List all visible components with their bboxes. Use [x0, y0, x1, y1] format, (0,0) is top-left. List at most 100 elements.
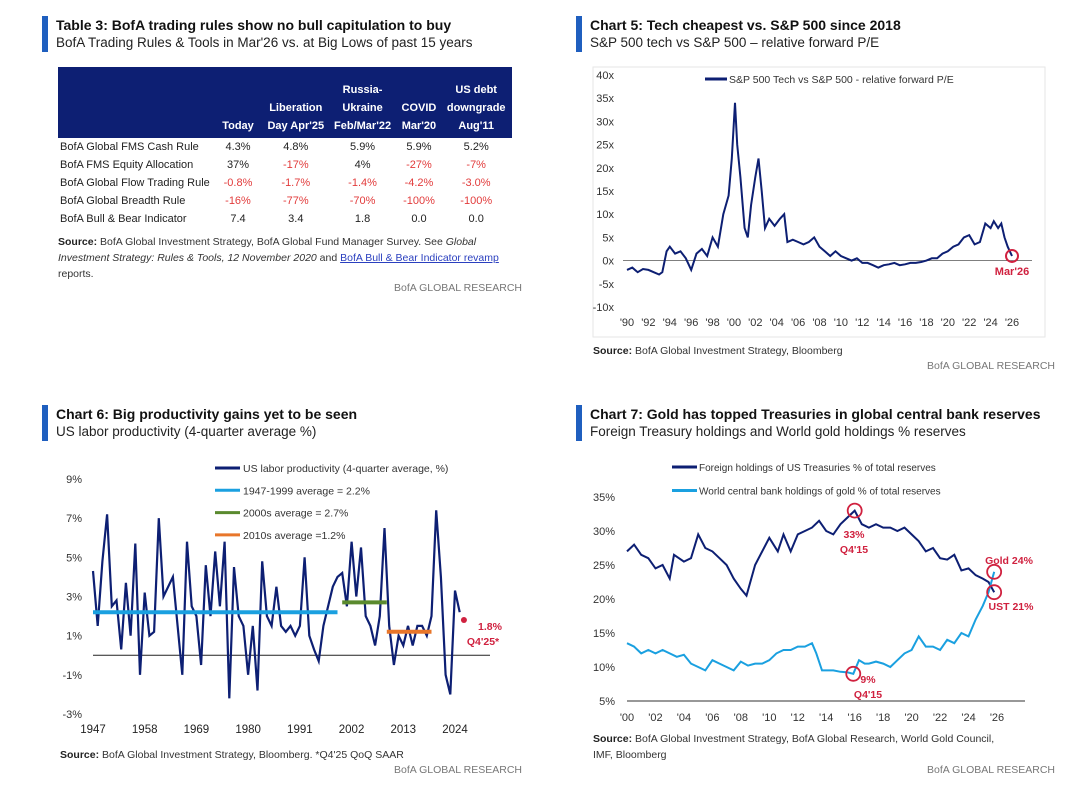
x-tick-label: '02	[748, 317, 762, 329]
x-tick-label: '26	[1005, 317, 1019, 329]
x-tick-label: '18	[876, 712, 890, 724]
x-tick-label: '10	[834, 317, 848, 329]
trading-rules-table: Today Liberation Day Apr'25 Russia-Ukraine…	[58, 67, 512, 228]
table-body: BofA Global FMS Cash Rule 4.3% 4.8% 5.9% 5.9…	[58, 138, 512, 228]
source-and: and	[316, 252, 341, 264]
x-tick-label: 1958	[132, 724, 158, 736]
x-tick-label: '04	[677, 712, 691, 724]
column-header: Today	[212, 67, 264, 138]
y-tick-label: -10x	[593, 302, 615, 314]
x-tick-label: 2024	[442, 724, 468, 736]
y-tick-label: 30%	[593, 526, 615, 538]
chart6-subtitle: US labor productivity (4-quarter average…	[56, 424, 317, 439]
table-cell: -3.0%	[461, 177, 491, 189]
x-tick-label: '00	[727, 317, 741, 329]
row-label: BofA Global Breadth Rule	[60, 195, 186, 207]
table-cell: -4.2%	[404, 177, 434, 189]
chart6-heading: Chart 6: Big productivity gains yet to b…	[42, 405, 357, 441]
x-tick-label: '24	[983, 317, 997, 329]
table-row: BofA Global FMS Cash Rule 4.3% 4.8% 5.9% 5.9…	[58, 138, 512, 156]
chart7-title: Chart 7: Gold has topped Treasuries in g…	[590, 406, 1041, 422]
y-tick-label: 1%	[66, 631, 82, 643]
x-tick-label: '04	[770, 317, 784, 329]
column-header: Liberation Day Apr'25	[264, 67, 328, 138]
y-tick-label: 20x	[596, 163, 614, 175]
x-tick-label: '14	[876, 317, 890, 329]
x-tick-label: '18	[919, 317, 933, 329]
highlight-circle	[986, 563, 1003, 580]
table-cell: -1.4%	[348, 177, 377, 189]
table-cell: 5.9%	[406, 141, 432, 153]
y-tick-label: -3%	[62, 709, 82, 721]
y-tick-label: 30x	[596, 116, 614, 128]
legend-label: World central bank holdings of gold % of…	[699, 487, 941, 498]
chart7-source: Source: BofA Global Investment Strategy,…	[593, 731, 1013, 763]
column-header: US debt downgrade Aug'11	[440, 67, 512, 138]
y-tick-label: 40x	[596, 70, 614, 82]
table-row: BofA FMS Equity Allocation 37% -17% 4% -27% -…	[58, 156, 512, 174]
table-cell: 7.4	[230, 213, 246, 225]
x-tick-label: '22	[933, 712, 947, 724]
x-tick-label: 1969	[184, 724, 210, 736]
chart6-title: Chart 6: Big productivity gains yet to b…	[56, 406, 358, 422]
table-cell: 5.9%	[350, 141, 376, 153]
x-tick-label: '02	[648, 712, 662, 724]
y-tick-label: 15x	[596, 186, 614, 198]
x-tick-label: '12	[855, 317, 869, 329]
y-tick-label: 15%	[593, 628, 615, 640]
x-tick-label: '24	[961, 712, 975, 724]
table-row: BofA Global Breadth Rule -16% -77% -70% -100…	[58, 192, 512, 210]
y-tick-label: 5x	[602, 232, 614, 244]
table-cell: 4.3%	[225, 141, 251, 153]
y-tick-label: -1%	[62, 670, 82, 682]
column-header: Russia-Ukraine Feb/Mar'22	[327, 67, 398, 138]
source-label: Source:	[593, 733, 633, 745]
source-label: Source:	[58, 236, 98, 248]
bull-bear-revamp-link[interactable]: BofA Bull & Bear Indicator revamp	[340, 252, 499, 264]
table-cell: 1.8	[354, 213, 371, 225]
source-end: reports.	[58, 268, 94, 280]
highlight-circle	[846, 502, 863, 519]
table3-heading: Table 3: BofA trading rules show no bull…	[42, 16, 473, 52]
x-tick-label: '22	[962, 317, 976, 329]
x-tick-label: '92	[641, 317, 655, 329]
table-cell: -100%	[403, 195, 435, 207]
table-row: BofA Bull & Bear Indicator 7.4 3.4 1.8 0.0 0.…	[58, 210, 512, 228]
table-cell: 4.8%	[283, 141, 309, 153]
y-tick-label: 9%	[66, 474, 82, 486]
chart5-heading: Chart 5: Tech cheapest vs. S&P 500 since…	[576, 16, 901, 52]
table-cell: -0.8%	[223, 177, 253, 189]
table3-source: Source: BofA Global Investment Strategy,…	[58, 234, 513, 282]
x-tick-label: 1947	[80, 724, 106, 736]
x-tick-label: '08	[812, 317, 826, 329]
y-tick-label: 25x	[596, 140, 614, 152]
x-tick-label: '08	[734, 712, 748, 724]
y-tick-label: 20%	[593, 594, 615, 606]
chart7-subtitle: Foreign Treasury holdings and World gold…	[590, 424, 966, 439]
table-cell: 0.0	[411, 213, 427, 225]
x-tick-label: '90	[620, 317, 634, 329]
series-line	[626, 508, 996, 598]
legend-label: Foreign holdings of US Treasuries % of t…	[699, 463, 936, 474]
table-cell: -7%	[466, 159, 486, 171]
source-text: BofA Global Investment Strategy, BofA Gl…	[593, 733, 995, 761]
legend-label: 1947-1999 average = 2.2%	[243, 485, 370, 497]
table-cell: -100%	[460, 195, 493, 207]
source-italic: Global Investment Strategy: Rules & Tool…	[58, 236, 477, 264]
source-text: BofA Global Investment Strategy, Bloombe…	[99, 749, 404, 761]
source-label: Source:	[593, 345, 633, 357]
annotation-label: 33%	[843, 529, 865, 541]
table-cell: 4%	[354, 159, 371, 171]
x-tick-label: '06	[791, 317, 805, 329]
x-tick-label: 2013	[390, 724, 416, 736]
source-label: Source:	[60, 749, 100, 761]
x-tick-label: '12	[791, 712, 805, 724]
x-tick-label: '98	[705, 317, 719, 329]
annotation-label: 9%	[860, 674, 876, 686]
chart6-source: Source: BofA Global Investment Strategy,…	[60, 747, 404, 763]
x-tick-label: '20	[904, 712, 918, 724]
y-tick-label: 0x	[602, 256, 614, 268]
series-line	[91, 510, 461, 699]
table-cell: -17%	[282, 159, 309, 171]
row-label: BofA Bull & Bear Indicator	[60, 213, 187, 225]
